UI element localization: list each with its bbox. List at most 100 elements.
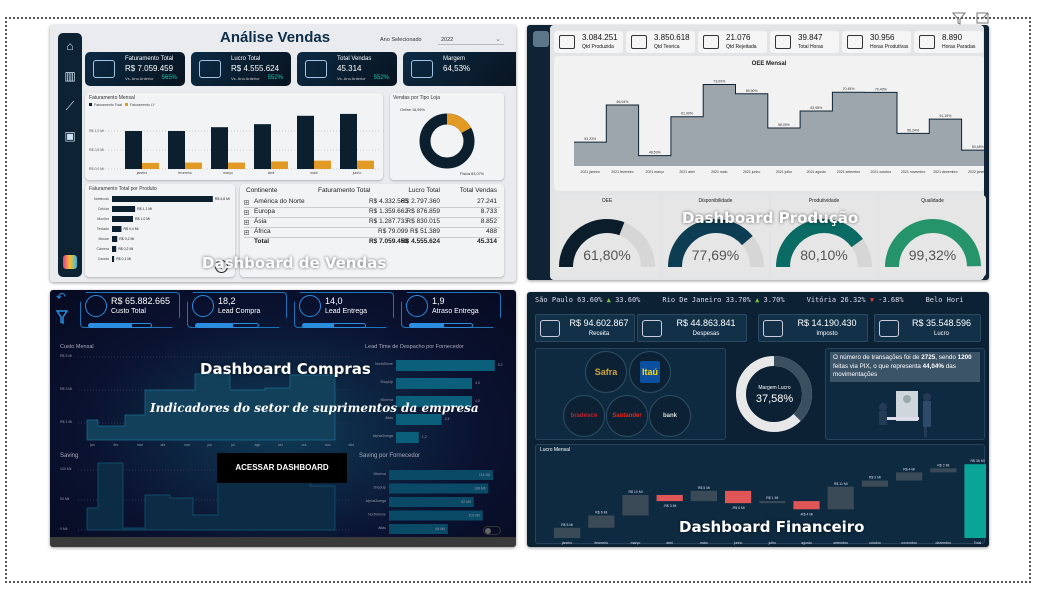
dashboard-producao-card[interactable]: OEE Mensal 53,23% 2021 janeiro 66,04% 2021 … <box>527 25 989 280</box>
y-tick: R$ 3 Mi <box>60 387 72 391</box>
expand-icon[interactable]: + <box>244 230 249 236</box>
kpi-label: Lead Entrega <box>325 308 368 315</box>
kpi-label: Atraso Entrega <box>432 308 479 315</box>
focus-mode-icon[interactable] <box>976 11 990 25</box>
table-cell: R$ 2.797.360 <box>400 198 440 205</box>
access-dashboard-button[interactable]: ACESSAR DASHBOARD <box>217 453 347 483</box>
bar-chart-icon[interactable]: ▥ <box>64 69 76 83</box>
box-return-icon[interactable]: ▣ <box>64 129 76 143</box>
data-label: 53,23% <box>584 137 596 141</box>
data-label: 73,09% <box>713 80 725 84</box>
kpi-icon <box>93 60 115 78</box>
kpi-label: Total Horas <box>798 44 824 50</box>
data-label: 66,04% <box>617 100 629 104</box>
kpi-card: Lucro Total R$ 4.555.624 Vs. Ano Anterior 5… <box>191 52 291 86</box>
bar-label: Minerva <box>374 472 387 476</box>
back-arrow-icon[interactable]: ↶ <box>56 290 67 304</box>
waterfall-bar <box>656 494 683 502</box>
kpi-title: Margem <box>443 56 466 62</box>
bar-ly <box>314 160 331 169</box>
data-label: R$ 2 Mi <box>937 463 949 467</box>
y-tick: R$ 0,5 Mi <box>89 148 104 152</box>
filter-icon[interactable] <box>56 310 68 324</box>
bar-total <box>297 115 314 169</box>
kpi-card: R$ 14.190.430 Imposto <box>758 314 868 342</box>
bank-name: Santander <box>612 413 642 419</box>
bar-ly <box>357 160 374 169</box>
kpi-value: R$ 94.602.867 <box>569 318 629 328</box>
x-tick: agosto <box>801 541 812 545</box>
stopwatch-icon <box>847 35 863 49</box>
filter-icon[interactable] <box>952 11 966 25</box>
column-header[interactable]: Faturamento Total <box>318 187 371 194</box>
data-label: R$ 10 Mi <box>628 490 642 494</box>
ticker-delta: 3.70% <box>759 296 785 304</box>
bank-name: bank <box>662 413 677 419</box>
bar-label: Caneta <box>98 257 109 261</box>
gauge-chart <box>667 219 764 268</box>
kpi-change: 552% <box>267 75 283 81</box>
chart-title: Saving <box>60 453 79 459</box>
x-tick: out <box>302 443 307 447</box>
more-options-icon[interactable]: ··· <box>1000 11 1012 25</box>
bar-label: ShopUp <box>380 380 393 384</box>
margin-value: 37,58% <box>755 393 794 405</box>
ticker-arrow-icon: ▲ <box>606 296 611 304</box>
row-divider <box>244 207 500 208</box>
kpi-title: Faturamento Total <box>125 56 174 62</box>
data-label: R$ 0,4 Mi <box>123 227 138 231</box>
data-label: 61,99% <box>681 112 693 116</box>
x-tick: mar <box>137 443 144 447</box>
table-cell: Europa <box>254 208 275 215</box>
dashboard-compras-card[interactable]: ↶ R$ 5 Mi R$ 3 Mi R$ 1 Mi jan fev mar abr mai ju… <box>50 290 516 547</box>
kpi-icon <box>411 60 433 78</box>
dashboard-vendas-card[interactable]: ⌂ ▥ ⟋ ▣ Análise Vendas Ano Selecionado 2022… <box>50 25 516 282</box>
home-icon[interactable]: ⌂ <box>66 39 74 53</box>
column-header[interactable]: Total Vendas <box>459 187 497 194</box>
donut-slice-online <box>419 113 475 169</box>
table-cell: R$ 51.389 <box>410 228 440 235</box>
donut-label: Online 16,95% <box>400 108 426 112</box>
column-header[interactable]: Lucro Total <box>408 187 440 194</box>
column-header[interactable]: Continente <box>246 187 278 194</box>
x-tick: abr <box>161 443 167 447</box>
table-total-cell: Total <box>254 238 270 245</box>
x-tick: fev <box>114 443 119 447</box>
kpi-card: 39.847 Total Horas <box>770 31 839 53</box>
year-dropdown[interactable]: 2022 ⌄ <box>438 34 504 45</box>
dashboard-title: Dashboard Compras <box>200 360 371 378</box>
info-icon[interactable]: i <box>215 260 228 273</box>
waterfall-bar <box>896 472 923 481</box>
data-label: 1,2 <box>422 435 427 439</box>
dashboard-title: Dashboard Financeiro <box>679 518 865 536</box>
ticker-item: Belo Hori <box>926 296 964 308</box>
gauge-fill <box>776 219 863 268</box>
kpi-label: Qtd Rejeitada <box>726 44 757 50</box>
kpi-label: Horas Produtivas <box>870 44 909 50</box>
data-label: R$ 5 Mi <box>561 523 573 527</box>
bar-ly <box>228 162 245 169</box>
expand-icon[interactable]: + <box>244 200 249 206</box>
x-tick: 2021 fevereiro <box>611 170 633 174</box>
data-label: R$ 36 Mi <box>970 459 984 463</box>
toggle-switch[interactable] <box>483 526 501 535</box>
kpi-value: R$ 4.555.624 <box>231 64 280 73</box>
bar-label: Atlas <box>378 526 386 530</box>
saving-bar <box>389 470 493 480</box>
visual-header: ··· <box>952 10 1032 26</box>
dashboard-financeiro-card[interactable]: São Paulo 63.60% ▲ 33.60% Rio De Janeiro … <box>527 292 989 547</box>
bank-name: Itaú <box>639 361 660 383</box>
ticker-item: Rio De Janeiro 33.70% ▲ 3.70% <box>662 296 784 308</box>
line-chart-icon[interactable]: ⟋ <box>65 99 75 113</box>
gauge-title: Qualidade <box>921 198 944 204</box>
kpi-label: Qtd Teorica <box>654 44 680 50</box>
x-tick: Total <box>974 541 982 545</box>
expand-icon[interactable]: + <box>244 210 249 216</box>
data-label: 4,0 <box>475 381 480 385</box>
kpi-card: 30.956 Horas Produtivas <box>842 31 911 53</box>
data-label: R$ 1,1 Mi <box>137 207 152 211</box>
factory-icon <box>559 35 575 49</box>
data-label: 61,15% <box>940 114 952 118</box>
expand-icon[interactable]: + <box>244 220 249 226</box>
chart-title: Lucro Mensal <box>540 447 571 453</box>
